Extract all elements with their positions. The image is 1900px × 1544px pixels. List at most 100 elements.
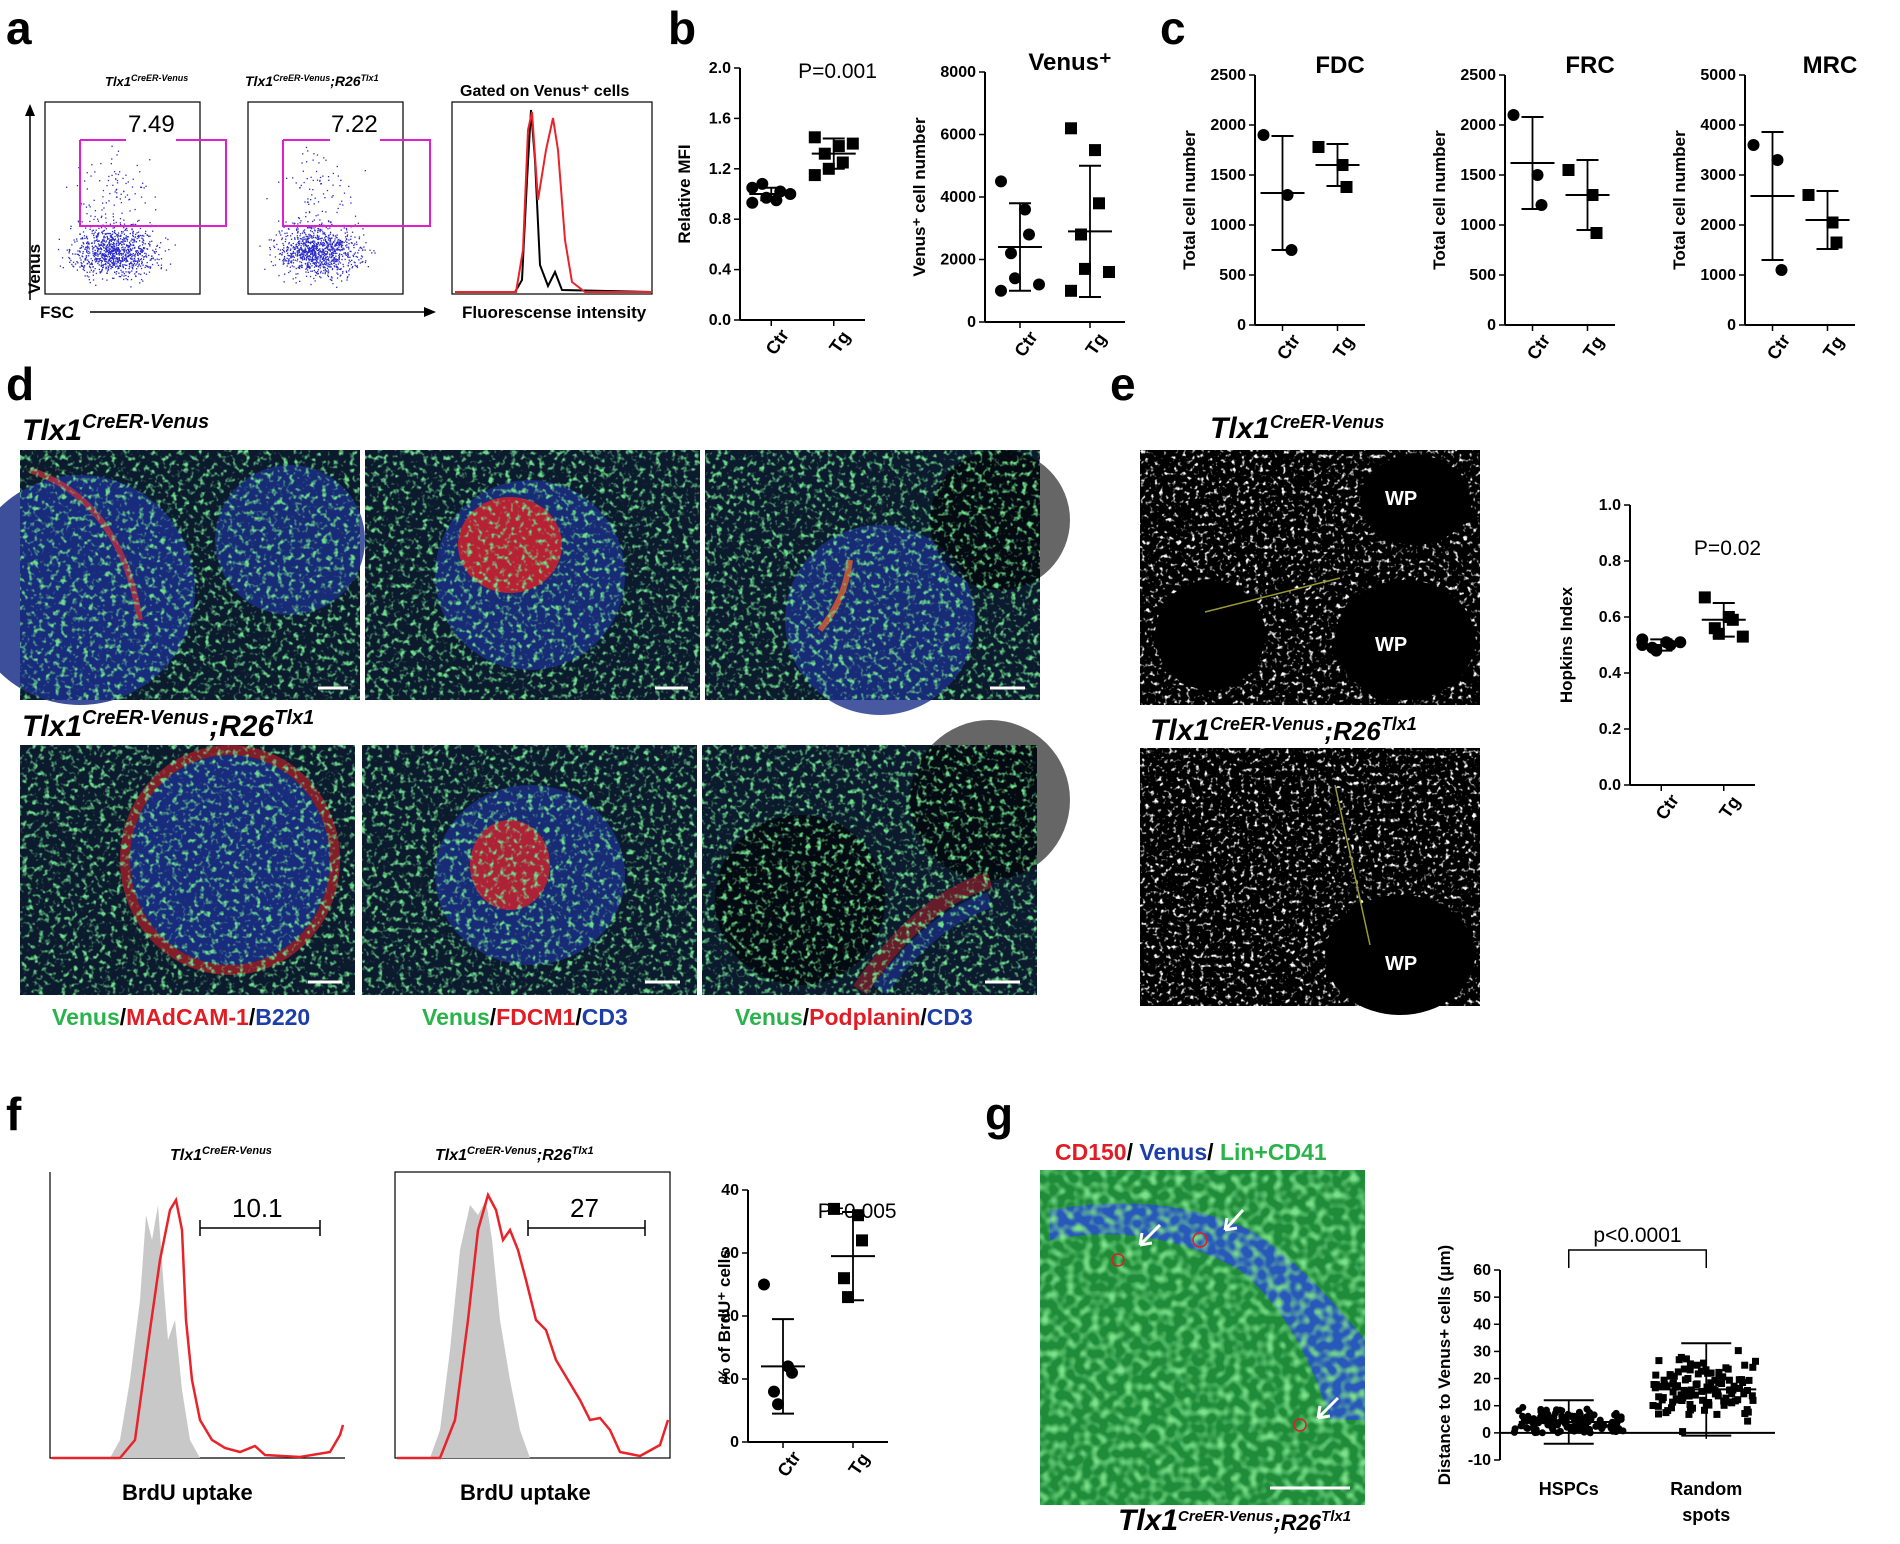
- flow-event: [111, 233, 114, 235]
- flow-event: [83, 235, 86, 237]
- flow-event: [325, 253, 328, 255]
- flow-event: [113, 277, 115, 279]
- flow-event: [116, 240, 118, 242]
- flow-event: [296, 246, 299, 248]
- flow-event: [62, 267, 64, 269]
- y-tick-label: 50: [1473, 1289, 1491, 1306]
- flow-event: [273, 239, 276, 241]
- flow-event: [325, 259, 327, 261]
- flow-event: [126, 264, 128, 266]
- flow-event: [105, 228, 107, 230]
- flow-event: [103, 244, 106, 246]
- flow-event: [88, 204, 90, 206]
- flow-event: [107, 254, 109, 256]
- flow-event: [270, 261, 273, 263]
- flow-event: [326, 267, 328, 270]
- flow-event: [117, 234, 119, 236]
- data-point: [1729, 1386, 1737, 1394]
- flow-event: [289, 249, 292, 251]
- flow-event: [364, 261, 367, 264]
- flow-event: [308, 227, 310, 229]
- flow-event: [321, 210, 323, 212]
- flow-event: [324, 273, 326, 275]
- flow-event: [307, 227, 309, 229]
- flow-event: [120, 261, 122, 264]
- flow-event: [320, 256, 322, 258]
- flow-event: [102, 230, 105, 232]
- flow-event: [85, 259, 87, 261]
- flow-event: [130, 261, 132, 263]
- flow-event: [341, 253, 343, 256]
- flow-event: [348, 259, 350, 261]
- flow-event: [104, 254, 106, 256]
- flow-event: [132, 258, 134, 260]
- flow-event: [299, 235, 301, 237]
- flow-event: [160, 267, 163, 269]
- data-point: [1552, 1419, 1560, 1426]
- flow-event: [319, 230, 321, 233]
- flow-event: [307, 257, 309, 259]
- flow-event: [98, 260, 100, 263]
- flow-event: [273, 246, 276, 249]
- flow-event: [303, 236, 305, 238]
- flow-event: [122, 241, 124, 244]
- data-point: [1707, 1369, 1715, 1377]
- flow-event: [295, 273, 297, 275]
- y-tick-label: 2500: [1210, 67, 1246, 84]
- flow-event: [88, 248, 90, 250]
- flow-event: [295, 254, 297, 256]
- flow-event: [74, 263, 77, 265]
- flow-event: [337, 241, 339, 243]
- flow-event: [133, 239, 135, 241]
- flow-event: [317, 237, 319, 239]
- flow-event: [329, 238, 332, 240]
- flow-event: [132, 232, 134, 235]
- flow-event: [303, 256, 305, 258]
- flow-event: [138, 264, 140, 266]
- flow-event: [307, 255, 309, 257]
- flow-event: [121, 247, 123, 249]
- flow-event: [142, 247, 145, 249]
- data-point: [1744, 1417, 1752, 1425]
- flow-event: [356, 243, 358, 246]
- data-point: [1669, 1379, 1677, 1387]
- flow-event: [269, 248, 271, 251]
- flow-event: [306, 266, 309, 268]
- flow-event: [118, 244, 120, 246]
- flow-event: [127, 271, 129, 273]
- category-label: Ctr: [1273, 331, 1304, 364]
- y-tick-label: 4000: [940, 189, 976, 206]
- flow-event: [76, 240, 78, 242]
- flow-event: [100, 251, 102, 253]
- data-point: [1531, 169, 1544, 181]
- flow-event: [110, 240, 112, 242]
- flow-event: [333, 258, 335, 260]
- flow-event: [279, 249, 282, 251]
- flow-event: [100, 241, 102, 244]
- flow-event: [290, 252, 292, 255]
- flow-event: [309, 247, 312, 250]
- flow-event: [309, 267, 311, 270]
- flow-event: [121, 212, 123, 214]
- flow-event: [317, 272, 319, 275]
- flow-event: [346, 279, 348, 281]
- flow-event: [99, 180, 101, 182]
- flow-event: [311, 246, 313, 248]
- flow-event: [329, 233, 332, 235]
- data-point: [1009, 272, 1021, 285]
- flow-event: [348, 242, 350, 245]
- flow-event: [116, 154, 118, 156]
- flow-event: [115, 189, 117, 191]
- chart-title: MRC: [1803, 52, 1858, 79]
- data-point: [1664, 1407, 1672, 1415]
- flow-event: [168, 249, 170, 251]
- flow-event: [81, 244, 83, 247]
- flow-event: [114, 271, 116, 273]
- flow-plot1-events: [57, 145, 176, 288]
- data-point: [1523, 1417, 1531, 1425]
- chart-title: Venus⁺: [1028, 49, 1111, 76]
- flow-event: [317, 256, 319, 258]
- flow-event: [119, 250, 121, 252]
- gate1-value: 7.49: [128, 111, 175, 138]
- flow-event: [103, 250, 105, 252]
